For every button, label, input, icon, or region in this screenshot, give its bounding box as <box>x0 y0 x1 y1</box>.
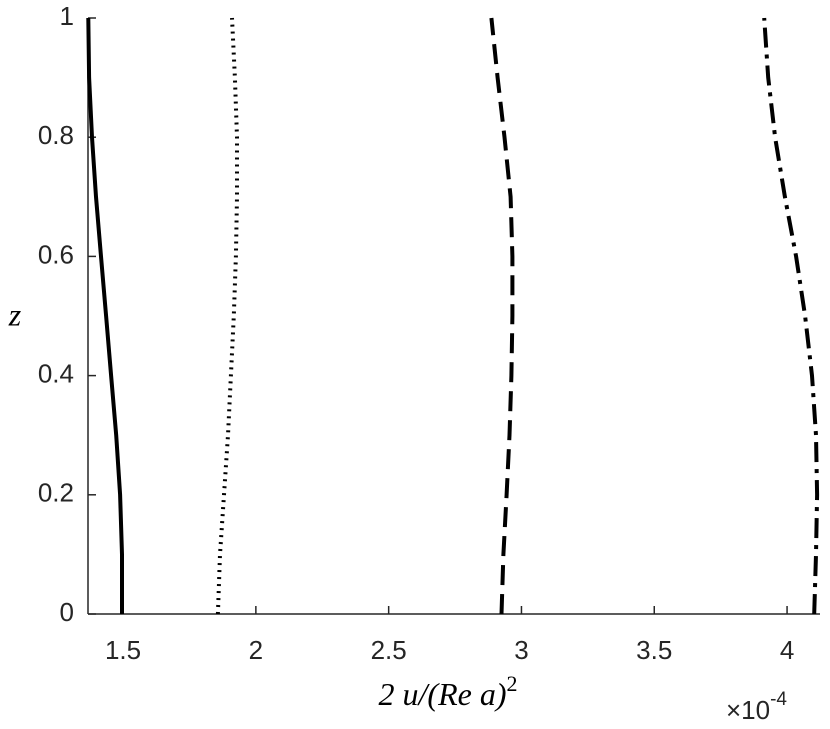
y-tick-label: 0.4 <box>38 358 74 388</box>
x-tick-label: 3.5 <box>636 635 672 665</box>
y-tick-label: 0.2 <box>38 478 74 508</box>
x-axis-label: 2 u/(Re a)2 <box>379 671 518 712</box>
x-tick-label: 3 <box>514 635 528 665</box>
y-tick-label: 0 <box>60 597 74 627</box>
x-axis-label-main: 2 u/(Re a) <box>379 676 507 712</box>
line-series <box>215 17 239 615</box>
x-multiplier: ×10-4 <box>726 689 787 725</box>
x-tick-label: 1.5 <box>105 635 141 665</box>
y-tick-label: 0.8 <box>38 120 74 150</box>
y-tick-label: 1 <box>60 1 74 31</box>
x-tick-label: 2 <box>249 635 263 665</box>
line-series <box>86 17 124 614</box>
y-axis-label: z <box>8 296 22 332</box>
x-multiplier-exponent: -4 <box>770 689 787 710</box>
line-series <box>762 17 820 615</box>
x-multiplier-base: ×10 <box>726 695 770 725</box>
x-axis-label-exponent: 2 <box>506 671 517 696</box>
x-tick-label: 4 <box>780 635 794 665</box>
y-tick-label: 0.6 <box>38 239 74 269</box>
line-series <box>489 17 515 615</box>
x-tick-label: 2.5 <box>371 635 407 665</box>
